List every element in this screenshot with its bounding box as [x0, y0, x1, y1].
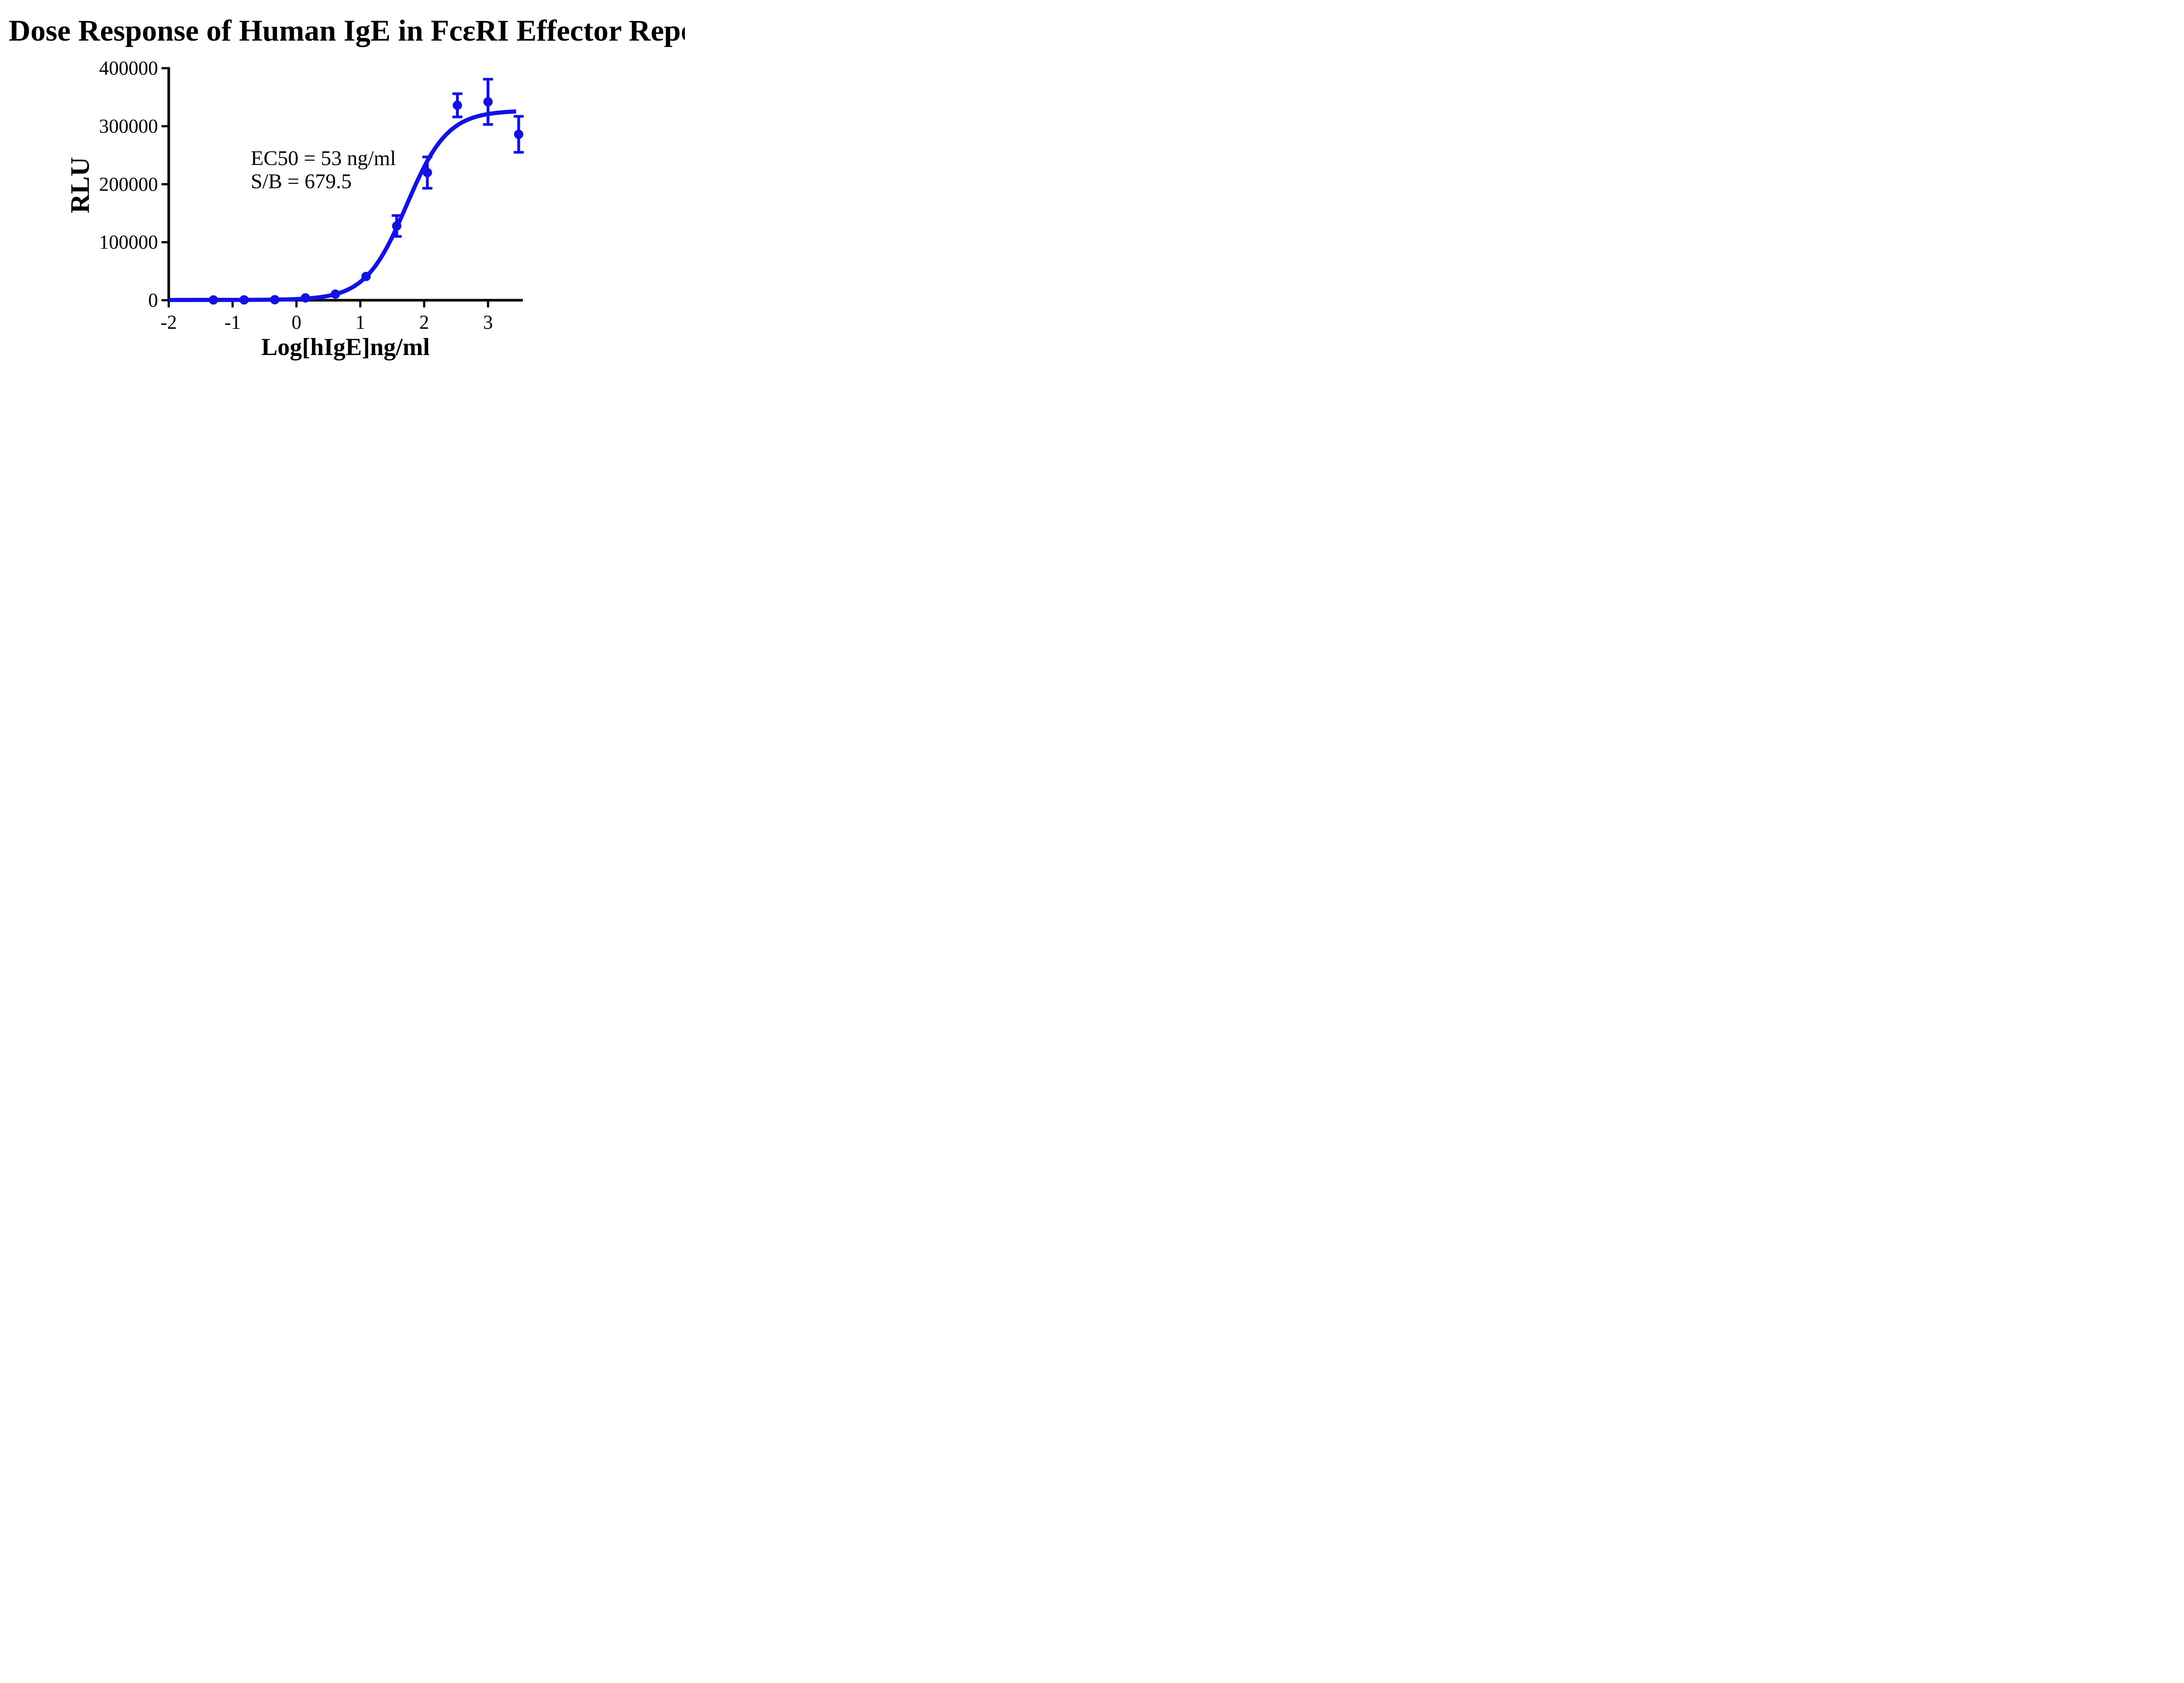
data-point-marker [301, 293, 310, 303]
dose-response-curve [169, 109, 516, 302]
x-tick-label: -1 [225, 311, 241, 333]
x-tick-label: -2 [161, 311, 177, 333]
fit-annotation: EC50 = 53 ng/ml S/B = 679.5 [251, 147, 396, 193]
ec50-annotation-line: EC50 = 53 ng/ml [251, 147, 396, 170]
y-tick [161, 183, 168, 186]
y-tick [161, 299, 168, 301]
data-point-marker [483, 97, 493, 107]
signal-background-annotation-line: S/B = 679.5 [251, 170, 352, 193]
data-point-marker [361, 272, 371, 281]
x-axis-line [167, 299, 523, 302]
x-tick-label: 0 [291, 311, 301, 333]
x-tick-label: 1 [356, 311, 366, 333]
y-tick-label: 100000 [99, 231, 158, 253]
data-point-marker [514, 129, 524, 139]
data-point-marker [239, 295, 249, 305]
y-tick [161, 241, 168, 244]
data-point-marker [270, 295, 280, 305]
data-point-marker [422, 168, 432, 177]
y-tick [161, 125, 168, 128]
x-tick [295, 301, 298, 307]
data-point-marker [331, 289, 340, 299]
y-tick-label: 200000 [99, 173, 158, 195]
x-tick-label: 3 [483, 311, 493, 333]
y-tick-label: 400000 [99, 57, 158, 79]
x-tick [487, 301, 489, 307]
y-tick-label: 300000 [99, 115, 158, 137]
x-tick [232, 301, 234, 307]
chart-canvas: Dose Response of Human IgE in FcεRI Effe… [0, 0, 685, 379]
data-point-marker [392, 221, 401, 231]
chart-title: Dose Response of Human IgE in FcεRI Effe… [9, 14, 685, 47]
data-point-marker [453, 100, 462, 110]
x-tick-label: 2 [419, 311, 429, 333]
x-tick [167, 301, 170, 307]
x-tick [423, 301, 425, 307]
y-tick-label: 0 [148, 290, 158, 311]
y-tick [161, 67, 168, 69]
x-tick [359, 301, 362, 307]
plot-svg: 0 100000 200000 300000 400000 -2 -1 0 1 2 3 [99, 57, 524, 333]
y-axis-line [167, 67, 170, 302]
data-point-marker [208, 295, 218, 305]
x-axis-label: Log[hIgE]ng/ml [261, 334, 430, 361]
